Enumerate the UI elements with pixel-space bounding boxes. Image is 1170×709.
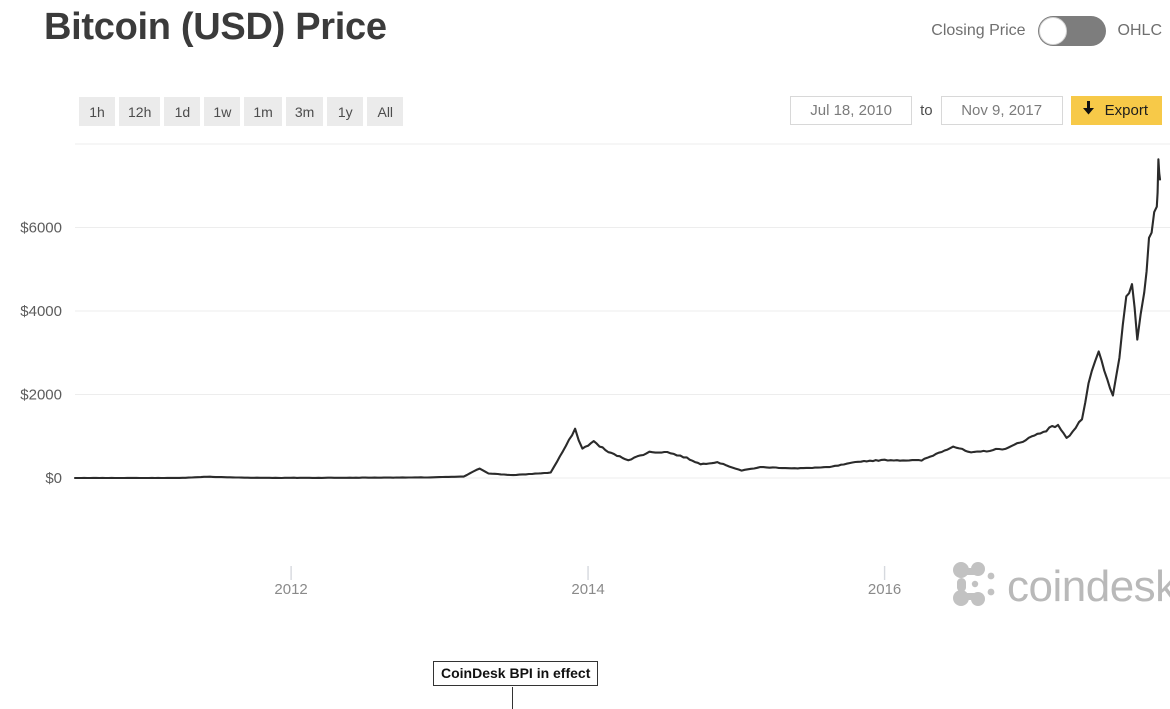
- range-button-12h[interactable]: 12h: [119, 97, 161, 126]
- y-tick-label: $6000: [20, 220, 62, 237]
- range-button-1y[interactable]: 1y: [327, 97, 364, 126]
- range-button-3m[interactable]: 3m: [285, 97, 324, 126]
- toggle-label-closing-price: Closing Price: [931, 22, 1026, 39]
- y-axis-labels: $6000 $4000 $2000 $0: [20, 220, 62, 488]
- range-button-1d[interactable]: 1d: [164, 97, 201, 126]
- toggle-knob: [1038, 17, 1067, 45]
- x-tick-label: 2016: [868, 581, 901, 598]
- price-chart[interactable]: $6000 $4000 $2000 $0 2012 2014 2016: [0, 130, 1170, 709]
- y-tick-label: $4000: [20, 303, 62, 320]
- range-button-all[interactable]: All: [367, 97, 404, 126]
- end-date-input[interactable]: [940, 96, 1063, 125]
- page-title: Bitcoin (USD) Price: [44, 6, 387, 48]
- y-tick-label: $0: [45, 470, 62, 487]
- range-button-1h[interactable]: 1h: [79, 97, 115, 126]
- export-button[interactable]: Export: [1070, 96, 1162, 125]
- price-line: [73, 158, 1162, 480]
- download-arrow-icon: [1082, 101, 1095, 120]
- range-button-1m[interactable]: 1m: [244, 97, 282, 126]
- chart-type-toggle[interactable]: [1037, 16, 1106, 46]
- range-button-1w[interactable]: 1w: [204, 97, 241, 126]
- x-axis-ticks: 2012 2014 2016: [274, 566, 901, 598]
- annotation-coindesk-bpi: CoinDesk BPI in effect: [433, 661, 599, 687]
- export-button-label: Export: [1104, 102, 1148, 119]
- range-button-group: 1h 12h 1d 1w 1m 3m 1y All: [79, 97, 404, 126]
- y-tick-label: $2000: [20, 387, 62, 404]
- start-date-input[interactable]: [790, 96, 913, 125]
- date-range-controls: to Export: [790, 96, 1162, 125]
- gridlines: [75, 143, 1170, 479]
- x-tick-label: 2014: [571, 581, 604, 598]
- toggle-label-ohlc: OHLC: [1117, 22, 1162, 39]
- chart-svg: $6000 $4000 $2000 $0 2012 2014 2016: [20, 143, 1170, 598]
- x-tick-label: 2012: [274, 581, 307, 598]
- annotation-leader-line: [512, 687, 513, 709]
- date-range-separator: to: [920, 102, 933, 119]
- chart-type-toggle-group: Closing Price OHLC: [931, 16, 1162, 46]
